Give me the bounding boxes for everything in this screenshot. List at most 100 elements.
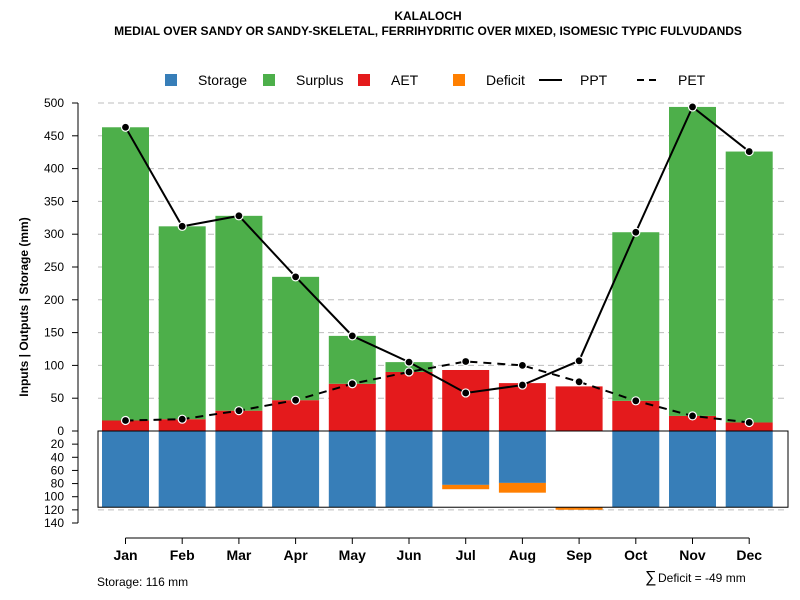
- pet-point-mar: [234, 406, 244, 416]
- ppt-point-nov: [687, 102, 698, 112]
- legend-swatch-deficit: [453, 74, 465, 86]
- bars: [97, 106, 789, 510]
- pet-point-jul: [461, 356, 471, 367]
- storage-bar-nov: [669, 431, 716, 508]
- x-tick-label-mar: Mar: [226, 547, 251, 563]
- legend-label-storage: Storage: [198, 72, 247, 88]
- legend-label-surplus: Surplus: [296, 72, 343, 88]
- surplus-bar-nov: [669, 106, 716, 416]
- aet-bar-nov: [669, 415, 716, 431]
- y-tick-label-lower-120: 120: [44, 503, 64, 517]
- lines: [120, 102, 754, 428]
- ppt-line: [124, 105, 750, 394]
- surplus-bar-feb: [158, 226, 206, 420]
- storage-note: Storage: 116 mm: [97, 575, 188, 589]
- aet-bar-mar: [215, 410, 263, 431]
- pet-point-aug: [517, 360, 528, 370]
- y-tick-label-lower-60: 60: [51, 463, 65, 477]
- aet-bar-jan: [102, 420, 149, 431]
- chart-subtitle: MEDIAL OVER SANDY OR SANDY-SKELETAL, FER…: [114, 24, 742, 38]
- pet-point-feb: [177, 414, 187, 424]
- ppt-point-feb: [177, 221, 187, 231]
- ppt-point-sep: [574, 356, 584, 366]
- y-tick-label-400: 400: [44, 162, 64, 176]
- pet-point-dec: [744, 417, 754, 428]
- legend-swatch-surplus: [263, 74, 275, 86]
- legend-label-deficit: Deficit: [486, 72, 525, 88]
- x-tick-label-jan: Jan: [113, 547, 137, 563]
- aet-bar-aug: [498, 383, 546, 431]
- storage-bar-may: [328, 431, 376, 508]
- pet-point-jan: [120, 415, 131, 426]
- deficit-sum-symbol: ∑: [645, 569, 656, 586]
- ppt-point-oct: [631, 227, 641, 237]
- storage-bar-dec: [725, 431, 773, 508]
- x-tick-label-apr: Apr: [284, 547, 309, 563]
- y-tick-label-150: 150: [44, 326, 64, 340]
- storage-bar-oct: [612, 431, 660, 508]
- legend-label-pet: PET: [678, 72, 706, 88]
- y-tick-label-lower-100: 100: [44, 490, 64, 504]
- axes: 0501001502002503003504004505002040608010…: [44, 96, 762, 563]
- pet-point-jun: [404, 367, 414, 377]
- x-tick-label-dec: Dec: [736, 547, 762, 563]
- surplus-bar-mar: [215, 215, 263, 411]
- surplus-bar-jan: [102, 127, 149, 421]
- legend: Storage Surplus AET Deficit PPT PET: [165, 72, 706, 88]
- x-tick-label-nov: Nov: [679, 547, 706, 563]
- x-tick-label-sep: Sep: [566, 547, 592, 563]
- deficit-bar-aug: [498, 482, 546, 493]
- aet-bar-jun: [385, 371, 433, 431]
- storage-bar-jul: [442, 431, 490, 485]
- storage-bar-apr: [272, 431, 320, 508]
- x-tick-label-feb: Feb: [170, 547, 195, 563]
- y-tick-label-lower-140: 140: [44, 516, 64, 530]
- y-tick-label-100: 100: [44, 358, 64, 372]
- ppt-point-jul: [461, 388, 471, 398]
- pet-line: [125, 360, 750, 424]
- pet-point-may: [347, 379, 357, 389]
- y-tick-label-lower-40: 40: [51, 450, 65, 464]
- chart-title: KALALOCH: [394, 9, 461, 23]
- storage-bar-feb: [158, 431, 206, 508]
- legend-label-ppt: PPT: [580, 72, 608, 88]
- pet-point-nov: [687, 411, 698, 421]
- storage-bar-mar: [215, 431, 263, 508]
- storage-bar-aug: [498, 431, 546, 483]
- surplus-bar-oct: [612, 232, 660, 401]
- x-tick-label-aug: Aug: [509, 547, 536, 563]
- y-tick-label-450: 450: [44, 129, 64, 143]
- aet-bar-sep: [555, 386, 603, 431]
- ppt-point-apr: [291, 272, 301, 282]
- y-tick-label-200: 200: [44, 293, 64, 307]
- legend-swatch-storage: [165, 74, 177, 86]
- deficit-bar-jul: [442, 484, 490, 490]
- y-tick-label-300: 300: [44, 227, 64, 241]
- surplus-bar-dec: [725, 151, 773, 423]
- pet-point-sep: [574, 377, 584, 387]
- ppt-point-jan: [120, 122, 131, 132]
- y-tick-label-250: 250: [44, 260, 64, 274]
- surplus-bar-apr: [272, 276, 320, 401]
- pet-point-oct: [631, 396, 641, 406]
- ppt-point-mar: [234, 211, 244, 221]
- x-tick-label-jun: Jun: [397, 547, 422, 563]
- y-tick-label-50: 50: [51, 391, 65, 405]
- aet-bar-apr: [272, 400, 320, 431]
- ppt-point-aug: [517, 380, 528, 390]
- y-tick-label-lower-80: 80: [51, 477, 65, 491]
- legend-label-aet: AET: [391, 72, 419, 88]
- legend-swatch-aet: [358, 74, 370, 86]
- ppt-point-dec: [744, 146, 754, 157]
- aet-bar-jul: [442, 369, 490, 431]
- aet-bar-feb: [158, 419, 206, 431]
- y-tick-label-350: 350: [44, 194, 64, 208]
- storage-bar-jun: [385, 431, 433, 508]
- pet-point-apr: [291, 395, 301, 405]
- storage-bar-jan: [102, 431, 149, 508]
- y-axis-label: Inputs | Outputs | Storage (mm): [17, 217, 31, 396]
- y-tick-label-lower-20: 20: [51, 437, 65, 451]
- ppt-point-jun: [404, 357, 414, 367]
- deficit-bar-sep: [555, 507, 603, 510]
